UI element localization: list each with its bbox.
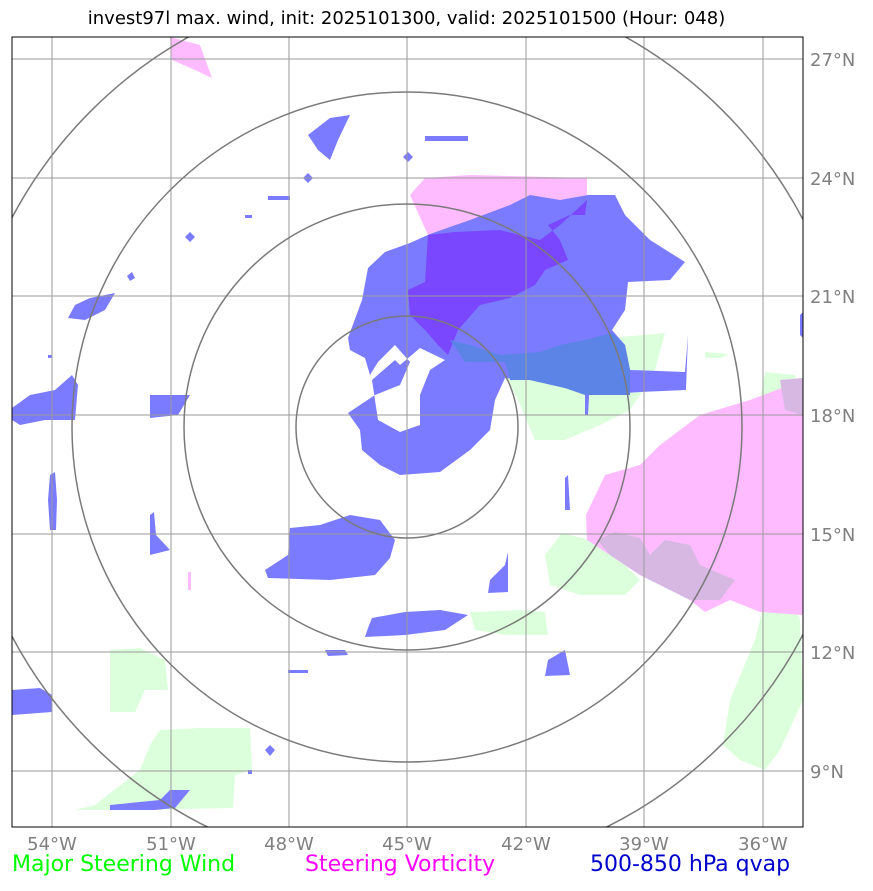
lon-tick-label: 45°W (382, 834, 432, 855)
qvap-region (12, 688, 52, 715)
qvap-region (308, 115, 350, 160)
qvap-region (488, 552, 508, 593)
range-ring (71, 91, 743, 763)
qvap-vorticity-overlap (408, 200, 587, 355)
lon-tick-labels: 54°W 51°W 48°W 45°W 42°W 39°W 36°W (27, 834, 788, 855)
qvap-region (265, 515, 395, 580)
qvap-region (48, 355, 52, 358)
wind-region (470, 610, 548, 635)
qvap-wind-overlap (450, 333, 630, 395)
lon-tick-label: 54°W (27, 834, 77, 855)
legend-steering-vorticity: Steering Vorticity (305, 852, 496, 877)
qvap-region (12, 375, 78, 425)
qvap-region (150, 395, 190, 418)
lat-tick-label: 9°N (810, 762, 844, 783)
lat-tick-label: 18°N (810, 406, 855, 427)
lon-tick-label: 51°W (146, 834, 196, 855)
gridlines (12, 37, 803, 827)
qvap-region (425, 136, 468, 141)
qvap-region (110, 790, 190, 810)
range-rings (12, 37, 803, 827)
overlap-region (780, 378, 803, 415)
qvap-region (265, 745, 275, 756)
vorticity-region (188, 572, 191, 590)
legend-qvap: 500-850 hPa qvap (590, 852, 791, 877)
qvap-region (68, 293, 115, 320)
map-plot-area (12, 37, 803, 827)
qvap-region (185, 232, 195, 242)
lat-tick-label: 15°N (810, 525, 855, 546)
overlap-region (597, 532, 735, 600)
lat-tick-label: 24°N (810, 169, 855, 190)
map-title: invest97l max. wind, init: 2025101300, v… (87, 8, 726, 29)
lon-tick-label: 36°W (738, 834, 788, 855)
legend-steering-wind: Major Steering Wind (12, 852, 236, 877)
lon-tick-label: 48°W (264, 834, 314, 855)
lat-tick-label: 12°N (810, 643, 855, 664)
vorticity-region (170, 37, 212, 78)
lon-tick-label: 39°W (619, 834, 669, 855)
qvap-region (245, 215, 252, 218)
qvap-region (365, 610, 468, 637)
wind-vorticity-overlap (597, 378, 803, 600)
plot-frame (11, 36, 804, 828)
wind-region (705, 352, 728, 358)
qvap-region (800, 312, 803, 338)
range-ring (295, 315, 519, 539)
qvap-region (268, 196, 290, 200)
lat-tick-label: 21°N (810, 287, 855, 308)
qvap-region (150, 512, 170, 555)
qvap-region (325, 650, 348, 656)
wind-region (75, 728, 252, 810)
lon-tick-label: 42°W (501, 834, 551, 855)
qvap-region (127, 272, 135, 281)
overlap-region (408, 200, 587, 355)
qvap-region (288, 670, 308, 673)
lat-tick-label: 27°N (810, 50, 855, 71)
qvap-region (565, 475, 570, 510)
overlap-region (450, 333, 630, 395)
qvap-region (403, 152, 413, 162)
qvap-region (545, 650, 570, 676)
wind-region (110, 648, 168, 712)
lat-tick-labels: 27°N 24°N 21°N 18°N 15°N 12°N 9°N (810, 50, 855, 783)
range-ring (183, 203, 631, 651)
